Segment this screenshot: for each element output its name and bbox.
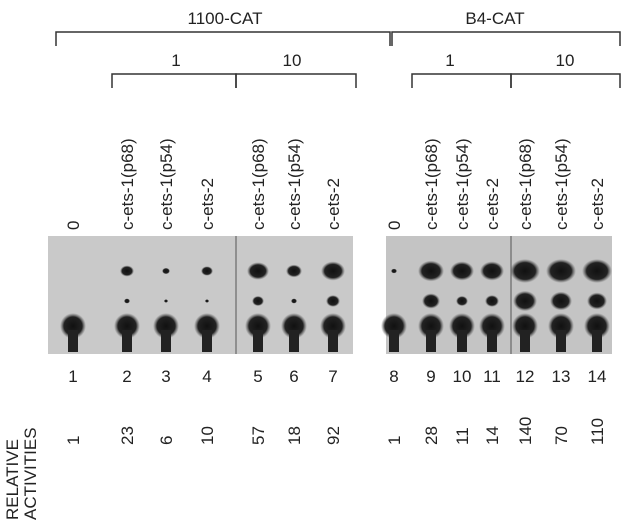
product-spot	[418, 261, 444, 282]
product-spot	[162, 268, 170, 274]
dose-label: 10	[556, 51, 575, 70]
lane-label: c-ets-2	[483, 178, 502, 230]
product-spot	[546, 259, 576, 283]
product-spot	[247, 262, 269, 280]
lane-number: 1	[68, 367, 77, 386]
product-spot	[252, 296, 264, 306]
lane-label: c-ets-2	[588, 178, 607, 230]
product-spot	[321, 261, 345, 280]
origin-stem	[426, 330, 436, 352]
bracket	[236, 74, 356, 88]
product-spot	[205, 299, 209, 302]
lane-number: 12	[516, 367, 535, 386]
product-spot	[587, 293, 607, 310]
product-spot	[513, 291, 537, 311]
lane-label: c-ets-1(p68)	[422, 138, 441, 230]
bracket	[392, 32, 620, 46]
product-spot	[485, 295, 499, 307]
activity: 70	[552, 426, 571, 445]
lane-number: 10	[453, 367, 472, 386]
activity: 140	[516, 417, 535, 445]
activity: 23	[118, 426, 137, 445]
product-spot	[391, 269, 397, 274]
product-spot	[164, 299, 168, 302]
product-spot	[286, 265, 302, 278]
lane-label: 0	[64, 221, 83, 230]
lane-label: c-ets-2	[198, 178, 217, 230]
activity: 57	[249, 426, 268, 445]
origin-stem	[487, 330, 497, 352]
dose-label: 1	[445, 51, 454, 70]
activity: 1	[385, 436, 404, 445]
lane-label: 0	[385, 221, 404, 230]
origin-stem	[556, 330, 566, 352]
product-spot	[450, 261, 474, 280]
activity: 10	[198, 426, 217, 445]
product-spot	[510, 259, 540, 283]
product-spot	[480, 261, 504, 280]
lane-number: 9	[426, 367, 435, 386]
product-spot	[124, 298, 130, 303]
lane-number: 5	[253, 367, 262, 386]
origin-stem	[520, 330, 530, 352]
product-spot	[326, 295, 340, 307]
lane-label: c-ets-1(p54)	[285, 138, 304, 230]
product-spot	[422, 293, 440, 308]
lane-label: c-ets-1(p54)	[552, 138, 571, 230]
lane-number: 6	[289, 367, 298, 386]
dose-label: 1	[171, 51, 180, 70]
lane-number: 14	[588, 367, 607, 386]
lane-number: 7	[328, 367, 337, 386]
lane-number: 11	[483, 367, 501, 386]
product-spot	[120, 265, 134, 276]
lane-number: 13	[552, 367, 571, 386]
lane-number: 4	[202, 367, 211, 386]
origin-stem	[289, 330, 299, 352]
product-spot	[456, 296, 468, 306]
lane-label: c-ets-1(p54)	[157, 138, 176, 230]
activity: 18	[285, 426, 304, 445]
group-label: B4-CAT	[465, 9, 524, 28]
product-spot	[582, 259, 612, 283]
activity: 6	[157, 436, 176, 445]
bracket	[112, 74, 236, 88]
origin-stem	[68, 330, 78, 352]
activity: 1	[64, 436, 83, 445]
origin-stem	[202, 330, 212, 352]
bracket	[56, 32, 390, 46]
origin-stem	[161, 330, 171, 352]
lane-label: c-ets-2	[324, 178, 343, 230]
dose-label: 10	[283, 51, 302, 70]
product-spot	[291, 298, 297, 303]
lane-number: 8	[389, 367, 398, 386]
origin-stem	[457, 330, 467, 352]
origin-stem	[328, 330, 338, 352]
activity: 11	[453, 427, 472, 445]
origin-stem	[122, 330, 132, 352]
origin-stem	[389, 330, 399, 352]
lane-label: c-ets-1(p68)	[118, 138, 137, 230]
product-spot	[201, 266, 213, 276]
origin-stem	[253, 330, 263, 352]
activity: 110	[588, 418, 607, 445]
origin-stem	[592, 330, 602, 352]
bracket	[412, 74, 511, 88]
lane-number: 3	[161, 367, 170, 386]
activity: 92	[324, 426, 343, 445]
activity: 14	[483, 426, 502, 445]
figure: 1100-CAT B4-CAT 1 10 1 10 RELATIVE ACTIV…	[0, 0, 623, 523]
lane-label: c-ets-1(p54)	[453, 138, 472, 230]
lane-label: c-ets-1(p68)	[249, 138, 268, 230]
product-spot	[550, 292, 572, 311]
activity: 28	[422, 426, 441, 445]
bracket	[511, 74, 620, 88]
row-label: RELATIVE	[3, 439, 22, 520]
group-label: 1100-CAT	[188, 9, 263, 28]
row-label: ACTIVITIES	[21, 427, 40, 520]
lane-label: c-ets-1(p68)	[516, 138, 535, 230]
lane-number: 2	[122, 367, 131, 386]
